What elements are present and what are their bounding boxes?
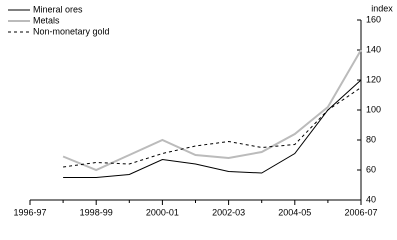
y-axis-label: index xyxy=(371,3,393,13)
line-series xyxy=(63,79,362,178)
y-tick-label: 120 xyxy=(366,74,381,84)
y-tick-label: 140 xyxy=(366,44,381,54)
x-tick-label: 2002-03 xyxy=(212,207,245,217)
y-tick-label: 80 xyxy=(366,134,376,144)
y-tick-label: 60 xyxy=(366,164,376,174)
y-tick-label: 40 xyxy=(366,194,376,204)
x-tick-label: 2006-07 xyxy=(344,207,377,217)
x-tick-label: 2004-05 xyxy=(278,207,311,217)
x-tick-label: 1996-97 xyxy=(13,207,46,217)
chart: index 40 60 80 100 120 140 160 1996-97 1998-99 20… xyxy=(8,3,393,217)
line-series xyxy=(62,49,362,172)
line-series xyxy=(63,87,362,168)
legend-label: Metals xyxy=(33,15,60,25)
legend-label: Mineral ores xyxy=(33,4,83,14)
y-tick-label: 160 xyxy=(366,14,381,24)
y-tick-label: 100 xyxy=(366,104,381,114)
legend-label: Non-monetary gold xyxy=(33,26,110,36)
x-tick-label: 2000-01 xyxy=(146,207,179,217)
x-tick-label: 1998-99 xyxy=(80,207,113,217)
